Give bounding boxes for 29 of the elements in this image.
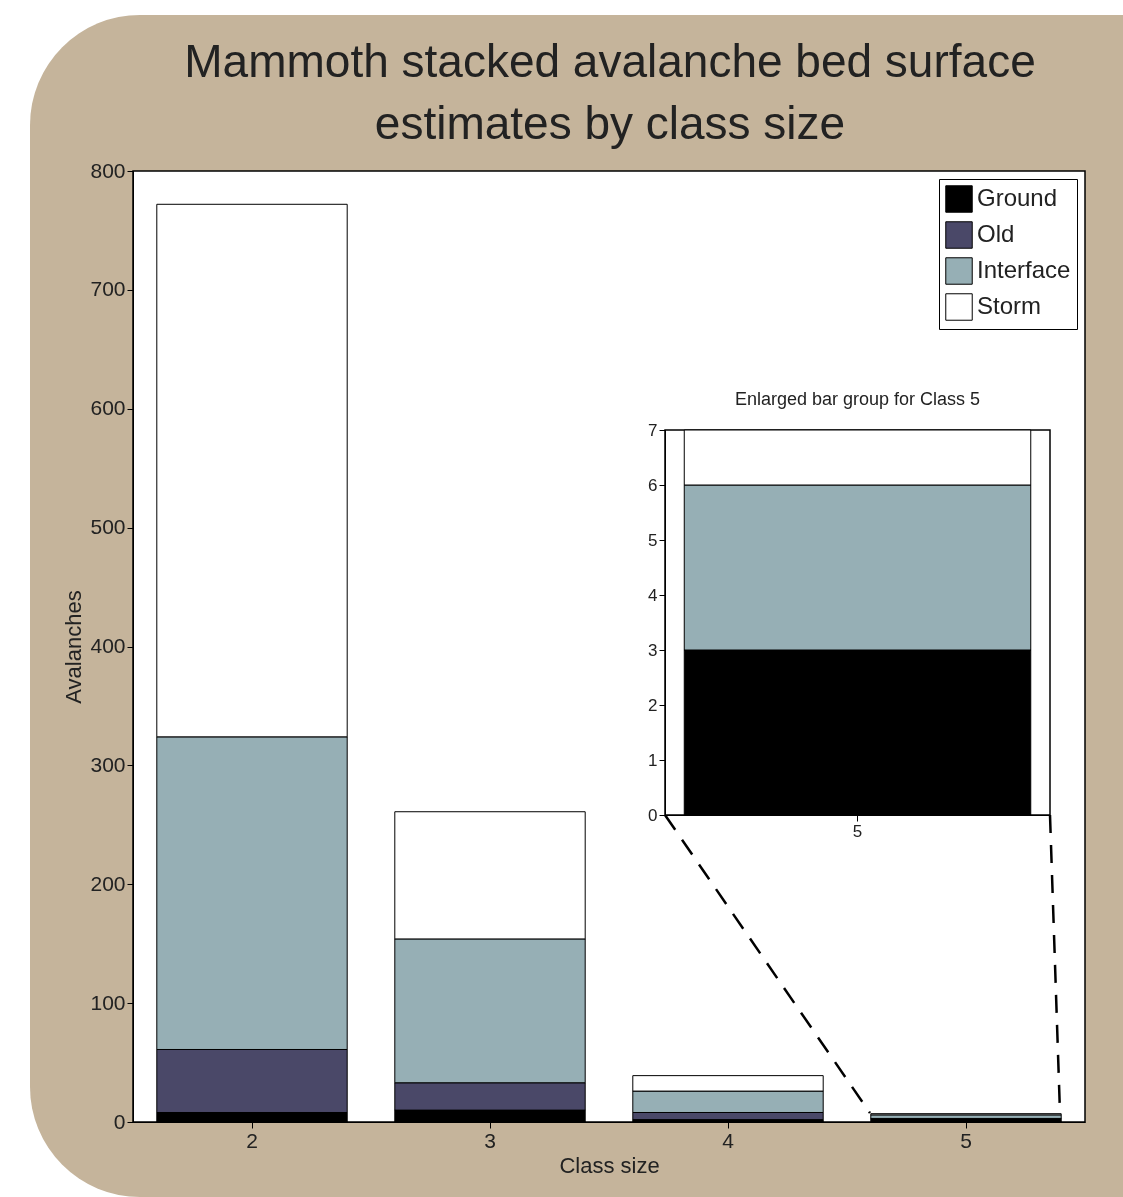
y-tick-label: 1 [648,750,658,770]
legend-label: Interface [977,256,1071,283]
y-tick-label: 700 [90,277,126,301]
y-tick-label: 600 [90,396,126,420]
y-tick-label: 5 [648,530,658,550]
y-axis-title: Avalanches [61,590,87,704]
x-tick-label: 5 [960,1128,972,1152]
legend-label: Old [977,220,1015,247]
y-tick-label: 3 [648,640,658,660]
chart-title: Enlarged bar group for Class 5 [734,389,981,409]
chart-title: Mammoth stacked avalanche bed surface estimates by class size [183,34,1037,151]
x-tick-label: 4 [722,1128,735,1152]
legend-label: Storm [977,292,1042,319]
y-tick-label: 500 [90,515,126,539]
y-tick-label: 300 [90,752,126,776]
y-tick-label: 200 [90,871,126,895]
y-tick-label: 100 [90,990,126,1014]
y-tick-label: 0 [113,1109,126,1133]
y-tick-label: 800 [90,158,126,182]
y-tick-label: 4 [648,585,658,605]
y-tick-label: 400 [90,634,126,657]
y-tick-label: 7 [648,420,658,440]
x-tick-label: 2 [246,1128,258,1152]
y-tick-label: 2 [648,695,658,715]
y-tick-label: 0 [648,805,658,825]
x-tick-label: 3 [484,1128,496,1152]
y-tick-label: 6 [648,475,658,495]
legend-label: Ground [977,184,1058,211]
x-axis-title: Class size [559,1152,660,1178]
